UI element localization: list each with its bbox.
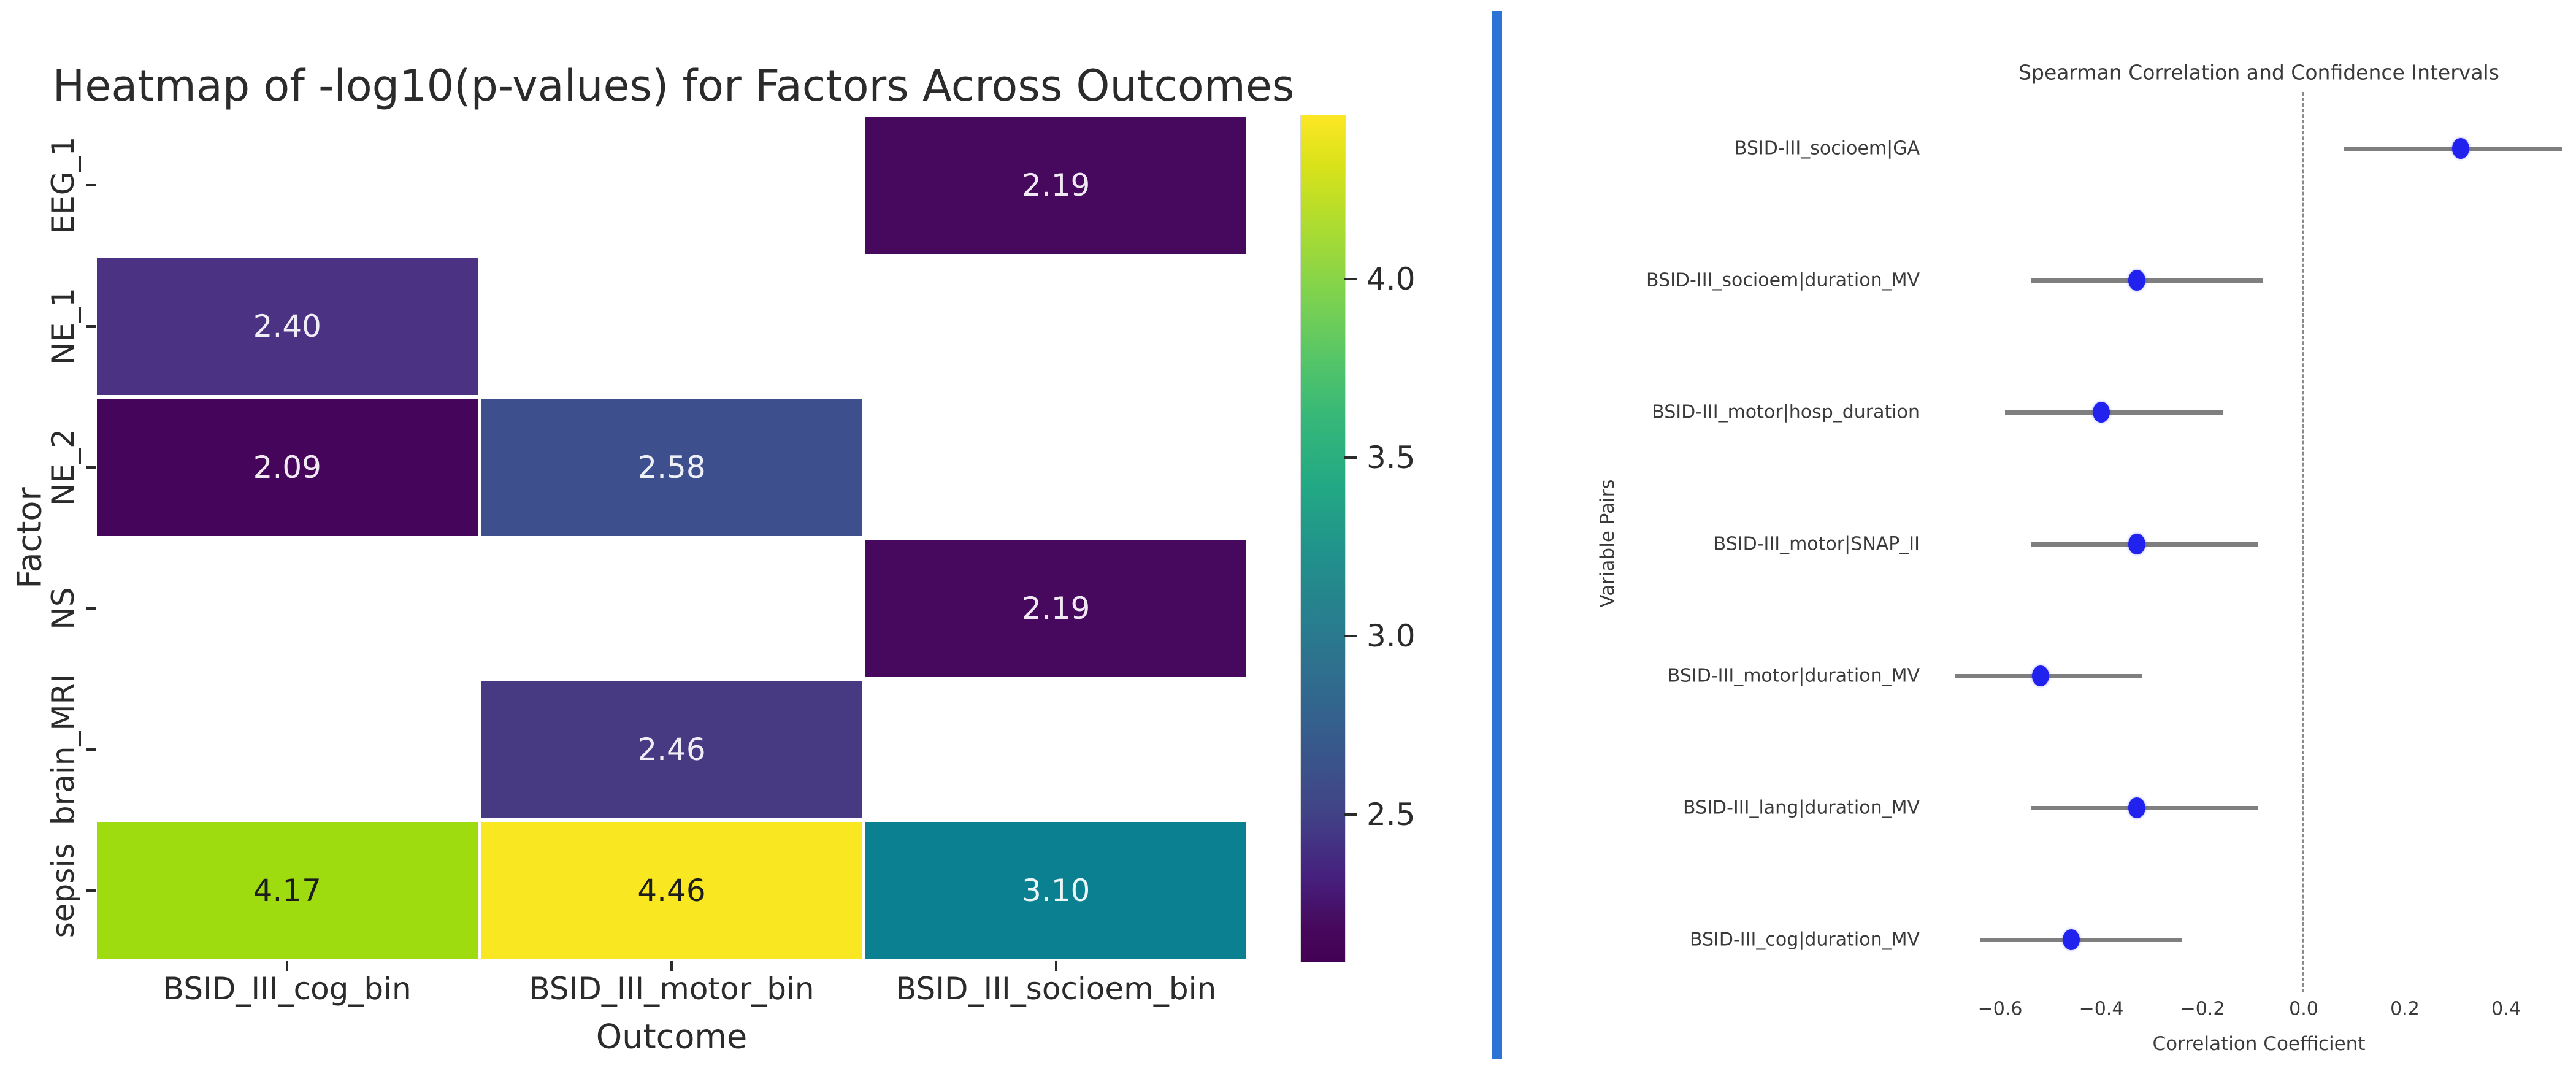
heatmap-cell-value: 2.46	[637, 732, 706, 767]
forest-x-tick-label: 0.2	[2390, 998, 2420, 1020]
heatmap-cell: 2.58	[479, 397, 864, 538]
correlation-point-marker	[2032, 665, 2049, 686]
confidence-interval-line	[2005, 410, 2223, 415]
colorbar-tick-label: 4.0	[1367, 261, 1416, 297]
heatmap-cell-value: 2.40	[253, 309, 321, 344]
zero-reference-line	[2302, 92, 2304, 992]
heatmap-y-axis-label: Factor	[10, 487, 49, 589]
heatmap-row-label: brain_MRI	[45, 673, 81, 826]
heatmap-column-label: BSID_III_motor_bin	[529, 971, 815, 1007]
heatmap-y-tick	[86, 325, 96, 328]
heatmap-cell: 2.46	[479, 679, 864, 820]
colorbar-tick-mark	[1344, 813, 1357, 816]
correlation-point-marker	[2451, 138, 2469, 159]
heatmap-cell-value: 2.19	[1021, 167, 1091, 203]
colorbar	[1300, 115, 1346, 962]
forest-x-tick-label: −0.6	[1977, 998, 2023, 1020]
colorbar-tick-label: 3.0	[1367, 618, 1416, 654]
forest-x-tick-label: 0.0	[2289, 998, 2318, 1020]
correlation-point-marker	[2128, 534, 2145, 554]
confidence-interval-line	[1980, 937, 2182, 942]
colorbar-tick-mark	[1344, 456, 1357, 459]
heatmap-column-label: BSID_III_socioem_bin	[895, 971, 1217, 1007]
heatmap-x-tick	[1054, 961, 1057, 971]
heatmap-row-label: NS	[45, 587, 81, 630]
heatmap-title: Heatmap of -log10(p-values) for Factors …	[52, 61, 1295, 111]
colorbar-tick-label: 2.5	[1367, 797, 1416, 833]
correlation-point-marker	[2128, 270, 2145, 291]
heatmap-cell-value: 4.17	[253, 873, 321, 908]
heatmap-cell-value: 2.58	[637, 450, 706, 485]
forest-row-label: BSID-III_motor|hosp_duration	[1652, 401, 1920, 423]
heatmap-cell-value: 2.09	[253, 450, 321, 485]
heatmap-y-tick	[86, 184, 96, 186]
correlation-point-marker	[2128, 797, 2145, 818]
heatmap-row-label: NE_2	[45, 429, 81, 506]
heatmap-cell-value: 2.19	[1021, 591, 1091, 626]
forest-row-label: BSID-III_socioem|GA	[1734, 137, 1920, 159]
heatmap-cell: 2.09	[95, 397, 480, 538]
forest-row-label: BSID-III_lang|duration_MV	[1683, 797, 1920, 819]
heatmap-cell: 3.10	[864, 820, 1248, 961]
forest-x-tick-label: 0.4	[2491, 998, 2521, 1020]
heatmap-cell: 2.40	[95, 256, 480, 397]
heatmap-row-label: sepsis	[45, 843, 81, 938]
forest-row-label: BSID-III_socioem|duration_MV	[1646, 269, 1920, 291]
colorbar-tick-mark	[1344, 635, 1357, 638]
forest-row-label: BSID-III_cog|duration_MV	[1689, 929, 1920, 951]
correlation-point-marker	[2093, 402, 2110, 423]
heatmap-cell-value: 3.10	[1021, 873, 1091, 908]
heatmap-cell: 2.19	[864, 115, 1248, 256]
heatmap-x-tick	[286, 961, 289, 971]
forest-x-tick-label: −0.2	[2180, 998, 2225, 1020]
heatmap-y-tick	[86, 607, 96, 610]
heatmap-row-label: EEG_1	[45, 136, 81, 234]
panel-divider-line	[1492, 11, 1502, 1059]
forest-x-axis-label: Correlation Coefficient	[2152, 1033, 2366, 1055]
heatmap-column-label: BSID_III_cog_bin	[163, 971, 412, 1007]
correlation-point-marker	[2062, 929, 2080, 950]
heatmap-y-tick	[86, 889, 96, 892]
forest-y-axis-label: Variable Pairs	[1597, 479, 1619, 608]
heatmap-y-tick	[86, 748, 96, 751]
heatmap-row-label: NE_1	[45, 288, 81, 365]
heatmap-x-axis-label: Outcome	[596, 1017, 748, 1056]
heatmap-cell: 2.19	[864, 538, 1248, 679]
forest-row-label: BSID-III_motor|duration_MV	[1667, 665, 1920, 687]
heatmap-cell: 4.17	[95, 820, 480, 961]
heatmap-y-tick	[86, 466, 96, 469]
heatmap-x-tick	[670, 961, 673, 971]
forest-row-label: BSID-III_motor|SNAP_II	[1713, 533, 1920, 555]
colorbar-tick-mark	[1344, 277, 1357, 280]
confidence-interval-line	[2030, 278, 2263, 283]
heatmap-cell: 4.46	[479, 820, 864, 961]
colorbar-tick-label: 3.5	[1367, 439, 1416, 475]
forest-title: Spearman Correlation and Confidence Inte…	[2018, 60, 2499, 85]
heatmap-cell-value: 4.46	[637, 873, 706, 908]
forest-x-tick-label: −0.4	[2079, 998, 2124, 1020]
heatmap-grid: 2.19 2.40 2.09 2.58 2.19 2.46 4.17 4.46 3.10	[95, 115, 1248, 961]
